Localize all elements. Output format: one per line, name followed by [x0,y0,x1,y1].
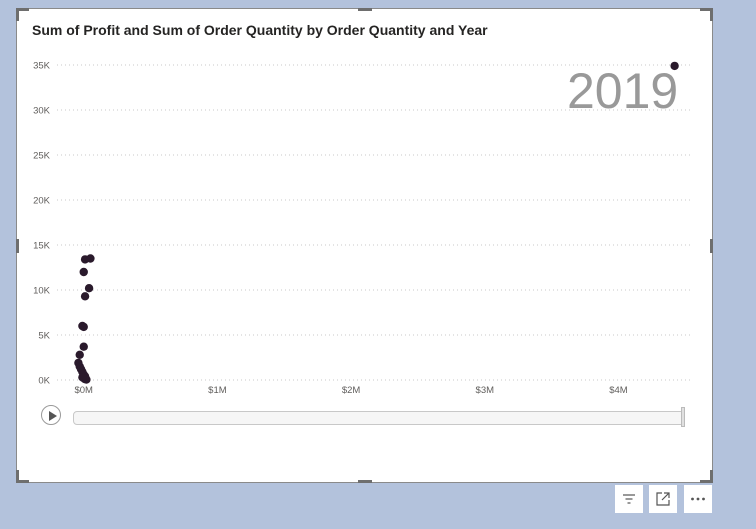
data-point[interactable] [84,284,94,293]
x-tick-label: $1M [208,385,227,396]
data-points [74,61,679,384]
focus-mode-icon [656,492,670,506]
y-axis-ticks: 0K 5K 10K 15K 20K 25K 30K 35K [33,61,51,387]
resize-handle-top-left[interactable] [16,8,29,21]
filter-button[interactable] [615,485,643,513]
resize-handle-top-right[interactable] [700,8,713,21]
resize-handle-bottom-left[interactable] [16,470,29,483]
x-tick-label: $0M [74,385,93,396]
more-options-icon [691,497,705,501]
data-point[interactable] [79,342,88,351]
chart-title: Sum of Profit and Sum of Order Quantity … [32,22,488,38]
data-point[interactable] [78,321,87,331]
resize-handle-bottom-right[interactable] [700,470,713,483]
y-tick-label: 15K [33,241,51,252]
y-tick-label: 30K [33,106,51,117]
resize-handle-bottom[interactable] [358,480,372,483]
filter-icon [623,494,635,504]
y-tick-label: 10K [33,286,51,297]
data-point[interactable] [78,373,87,382]
y-tick-label: 5K [38,331,50,342]
data-point[interactable] [75,350,84,359]
y-tick-label: 0K [38,376,50,387]
y-tick-label: 35K [33,61,51,72]
data-point[interactable] [80,292,90,301]
data-point[interactable] [79,267,88,277]
play-icon [49,410,57,421]
resize-handle-left[interactable] [16,239,19,253]
x-tick-label: $2M [342,385,361,396]
resize-handle-top[interactable] [358,8,372,11]
x-tick-label: $3M [476,385,495,396]
play-axis-slider[interactable] [73,411,685,425]
x-axis-ticks: $0M $1M $2M $3M $4M [74,385,627,396]
y-tick-label: 20K [33,196,51,207]
play-axis-slider-thumb[interactable] [681,407,685,427]
data-point[interactable] [670,61,679,71]
more-options-button[interactable] [684,485,712,513]
play-button[interactable] [41,405,61,425]
scatter-plot: 0K 5K 10K 15K 20K 25K 30K 35K $0M $1M $2M $3M $4M [33,61,692,396]
data-point[interactable] [86,254,95,263]
chart-visual[interactable]: Sum of Profit and Sum of Order Quantity … [16,8,713,483]
focus-mode-button[interactable] [649,485,677,513]
resize-handle-right[interactable] [710,239,713,253]
play-axis-year-label: 2019 [567,63,679,119]
y-tick-label: 25K [33,151,51,162]
x-tick-label: $4M [609,385,628,396]
